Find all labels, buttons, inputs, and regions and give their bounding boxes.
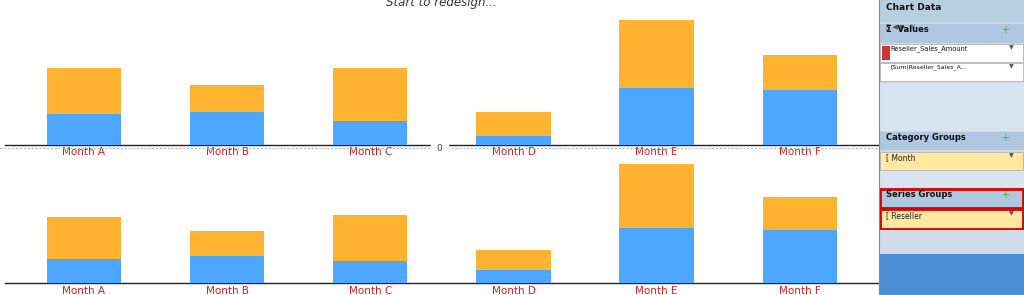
- Bar: [333, 68, 408, 121]
- Text: +: +: [1001, 25, 1010, 35]
- Text: ▼: ▼: [1009, 64, 1014, 69]
- Text: Reseller_Sales_Amount: Reseller_Sales_Amount: [890, 45, 968, 52]
- FancyBboxPatch shape: [880, 63, 1023, 81]
- FancyBboxPatch shape: [879, 171, 1024, 187]
- Text: [Sum(Reseller_Sales_A...: [Sum(Reseller_Sales_A...: [890, 64, 967, 70]
- Text: 0: 0: [436, 144, 442, 153]
- FancyBboxPatch shape: [879, 254, 1024, 295]
- Text: +: +: [1001, 190, 1010, 200]
- FancyBboxPatch shape: [879, 83, 1024, 131]
- Bar: [476, 136, 551, 145]
- Bar: [476, 270, 551, 283]
- FancyBboxPatch shape: [880, 152, 1023, 170]
- FancyBboxPatch shape: [882, 46, 890, 60]
- Bar: [620, 228, 694, 283]
- Bar: [763, 197, 837, 230]
- Bar: [620, 88, 694, 145]
- Bar: [47, 259, 121, 283]
- FancyBboxPatch shape: [880, 44, 1023, 62]
- Text: Series Groups: Series Groups: [886, 190, 952, 199]
- Text: Chart Data: Chart Data: [886, 3, 941, 12]
- FancyBboxPatch shape: [879, 0, 1024, 22]
- Text: ▼: ▼: [1009, 153, 1014, 158]
- Text: ▼: ▼: [1009, 211, 1014, 216]
- FancyBboxPatch shape: [879, 132, 1024, 150]
- Text: [ Reseller: [ Reseller: [886, 211, 922, 220]
- Bar: [763, 55, 837, 90]
- Bar: [763, 90, 837, 145]
- Bar: [333, 121, 408, 145]
- Bar: [47, 217, 121, 259]
- FancyBboxPatch shape: [879, 0, 1024, 295]
- Bar: [763, 230, 837, 283]
- FancyBboxPatch shape: [879, 230, 1024, 254]
- Bar: [47, 114, 121, 145]
- Bar: [620, 164, 694, 228]
- Text: +: +: [1001, 133, 1010, 143]
- FancyBboxPatch shape: [880, 209, 1023, 229]
- FancyBboxPatch shape: [879, 24, 1024, 43]
- Bar: [333, 261, 408, 283]
- Text: 🗂 ◀ ▶  ✕: 🗂 ◀ ▶ ✕: [886, 24, 915, 30]
- Bar: [189, 112, 264, 145]
- Bar: [189, 85, 264, 112]
- Bar: [620, 20, 694, 88]
- Title: Start to redesign...: Start to redesign...: [386, 0, 498, 9]
- Bar: [189, 256, 264, 283]
- Bar: [47, 68, 121, 114]
- Text: ▼: ▼: [1009, 45, 1014, 50]
- FancyBboxPatch shape: [880, 189, 1023, 208]
- Text: [ Month: [ Month: [886, 153, 915, 162]
- Bar: [189, 232, 264, 256]
- Text: Category Groups: Category Groups: [886, 133, 966, 142]
- Bar: [333, 215, 408, 261]
- Bar: [476, 112, 551, 136]
- Text: Σ  Values: Σ Values: [886, 25, 929, 34]
- Bar: [476, 250, 551, 270]
